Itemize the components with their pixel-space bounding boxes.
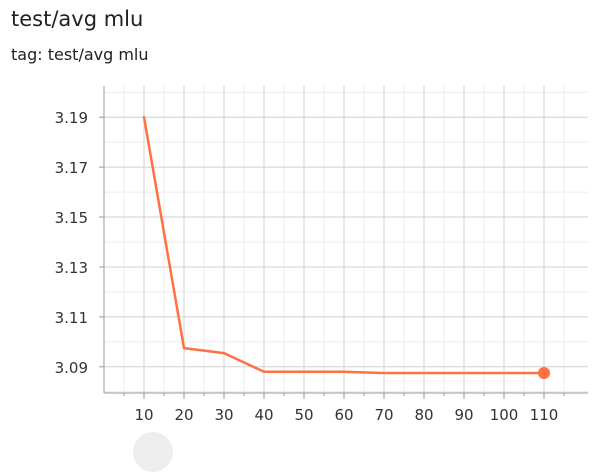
x-tick-label: 10 [134,406,153,424]
y-tick-label: 3.19 [55,109,88,127]
x-tick-label: 30 [214,406,233,424]
x-tick-label: 50 [294,406,313,424]
x-tick-label: 40 [254,406,273,424]
x-tick-label: 100 [490,406,519,424]
series-last-point [538,367,550,380]
card-title: test/avg mlu [11,7,144,31]
line-chart: 10 20 30 40 50 60 70 80 90 100 110 3.09 3.11 3.13 3.15… [55,86,588,424]
series-points [538,367,550,380]
y-tick-label: 3.09 [55,359,88,377]
tick-labels: 10 20 30 40 50 60 70 80 90 100 110 3.09 3.11 3.13 3.15… [55,109,559,424]
y-tick-label: 3.11 [55,309,88,327]
y-tick-label: 3.13 [55,259,88,277]
x-tick-label: 70 [374,406,393,424]
scroll-shadow [133,432,173,472]
grid-lines [104,86,588,393]
x-tick-label: 110 [530,406,559,424]
x-tick-label: 60 [334,406,353,424]
y-tick-label: 3.17 [55,159,88,177]
series-line [142,115,546,375]
card-tag: tag: test/avg mlu [11,45,149,64]
y-tick-label: 3.15 [55,209,88,227]
x-tick-label: 90 [454,406,473,424]
series-lines [142,115,546,375]
axes [99,86,588,399]
x-tick-label: 20 [174,406,193,424]
x-tick-label: 80 [414,406,433,424]
